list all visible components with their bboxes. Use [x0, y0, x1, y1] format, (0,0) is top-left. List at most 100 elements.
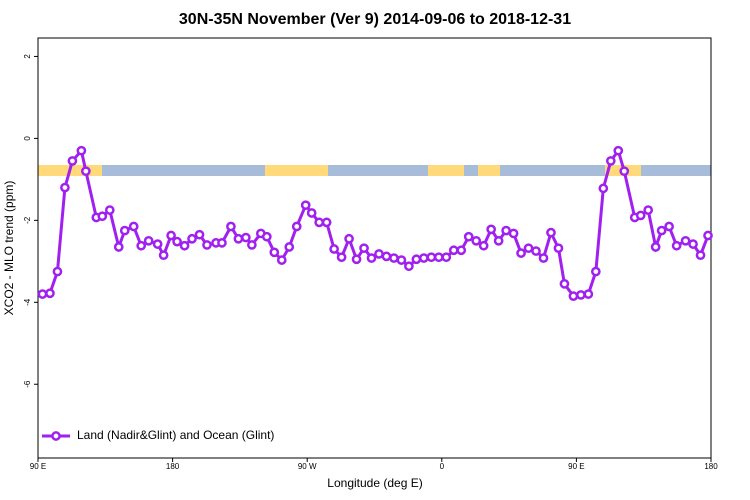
- data-point: [233, 233, 244, 244]
- data-point: [568, 291, 579, 301]
- data-point: [187, 233, 197, 244]
- land-band: [428, 165, 464, 176]
- x-tick-label: 90 E: [568, 462, 584, 471]
- data-point: [583, 289, 594, 299]
- data-point: [241, 232, 251, 243]
- data-point: [703, 230, 713, 241]
- data-point: [523, 243, 534, 254]
- data-point: [389, 253, 399, 263]
- x-tick-label: 90 E: [30, 462, 46, 471]
- data-point: [590, 266, 601, 277]
- data-point: [172, 236, 182, 247]
- data-point: [501, 225, 511, 236]
- data-point: [619, 166, 630, 177]
- data-point: [463, 231, 474, 242]
- data-point: [433, 252, 444, 263]
- data-point: [104, 205, 115, 215]
- x-tick-label: 180: [704, 462, 718, 471]
- data-point: [396, 255, 407, 265]
- data-point: [136, 240, 147, 251]
- data-point: [113, 242, 124, 252]
- y-axis-label: XCO2 - MLO trend (ppm): [2, 181, 16, 316]
- y-tick-label: -6: [23, 380, 32, 388]
- data-point: [381, 251, 392, 262]
- data-point: [516, 248, 526, 258]
- data-point: [217, 238, 227, 248]
- data-point: [650, 242, 661, 252]
- data-point: [546, 227, 556, 238]
- data-point: [52, 266, 63, 277]
- data-point: [76, 145, 87, 156]
- y-tick-label: 2: [23, 54, 32, 59]
- data-point: [284, 242, 295, 252]
- data-point: [508, 228, 519, 239]
- data-point: [671, 240, 682, 251]
- land-band: [265, 165, 328, 176]
- data-point: [67, 156, 78, 166]
- data-point: [37, 289, 48, 299]
- data-point: [344, 233, 354, 244]
- legend-label: Land (Nadir&Glint) and Ocean (Glint): [77, 428, 274, 442]
- data-point: [45, 288, 55, 299]
- data-point: [576, 290, 586, 300]
- y-tick-label: 0: [23, 136, 32, 141]
- data-point: [680, 235, 691, 246]
- data-point: [471, 235, 482, 246]
- y-tick-label: -2: [23, 216, 32, 224]
- data-point: [635, 210, 646, 221]
- land-band: [478, 165, 500, 176]
- data-point: [688, 239, 698, 249]
- data-point: [60, 182, 70, 193]
- data-point: [247, 240, 257, 250]
- legend-marker: [51, 431, 61, 441]
- data-point: [426, 252, 437, 263]
- x-axis-label: Longitude (deg E): [327, 476, 422, 490]
- data-point: [329, 244, 339, 254]
- data-point: [128, 221, 139, 232]
- data-point: [81, 166, 91, 177]
- data-point: [119, 225, 130, 236]
- data-point: [411, 254, 422, 265]
- data-point: [276, 255, 287, 265]
- data-point: [314, 217, 325, 228]
- data-point: [306, 208, 317, 218]
- data-point: [300, 200, 311, 211]
- y-tick-label: -4: [23, 298, 32, 306]
- data-point: [321, 217, 332, 228]
- data-point: [97, 211, 108, 222]
- data-point: [194, 229, 205, 240]
- data-point: [359, 243, 369, 254]
- data-point: [166, 230, 176, 241]
- data-point: [226, 221, 236, 232]
- data-point: [598, 183, 609, 194]
- data-point: [559, 279, 570, 289]
- x-tick-label: 180: [166, 462, 180, 471]
- data-point: [448, 245, 459, 256]
- data-point: [664, 221, 674, 232]
- data-point: [695, 250, 706, 261]
- chart-title: 30N-35N November (Ver 9) 2014-09-06 to 2…: [179, 11, 571, 28]
- data-point: [336, 252, 347, 263]
- data-point: [656, 225, 667, 236]
- data-point: [643, 205, 654, 215]
- data-point: [179, 240, 190, 251]
- data-point: [441, 252, 452, 263]
- data-point: [419, 253, 429, 263]
- data-point: [531, 246, 541, 256]
- data-point: [456, 245, 467, 256]
- ocean-band: [38, 165, 711, 176]
- data-point: [202, 240, 212, 250]
- data-point: [158, 250, 169, 261]
- data-point: [404, 261, 414, 272]
- x-tick-label: 90 W: [298, 462, 317, 471]
- plot-frame: [37, 37, 712, 459]
- data-point: [269, 247, 280, 258]
- data-point: [351, 254, 362, 265]
- data-point: [291, 221, 302, 232]
- data-point: [538, 253, 549, 263]
- data-point: [478, 240, 489, 251]
- data-point: [366, 253, 377, 263]
- data-point: [152, 239, 163, 249]
- data-point: [261, 231, 272, 242]
